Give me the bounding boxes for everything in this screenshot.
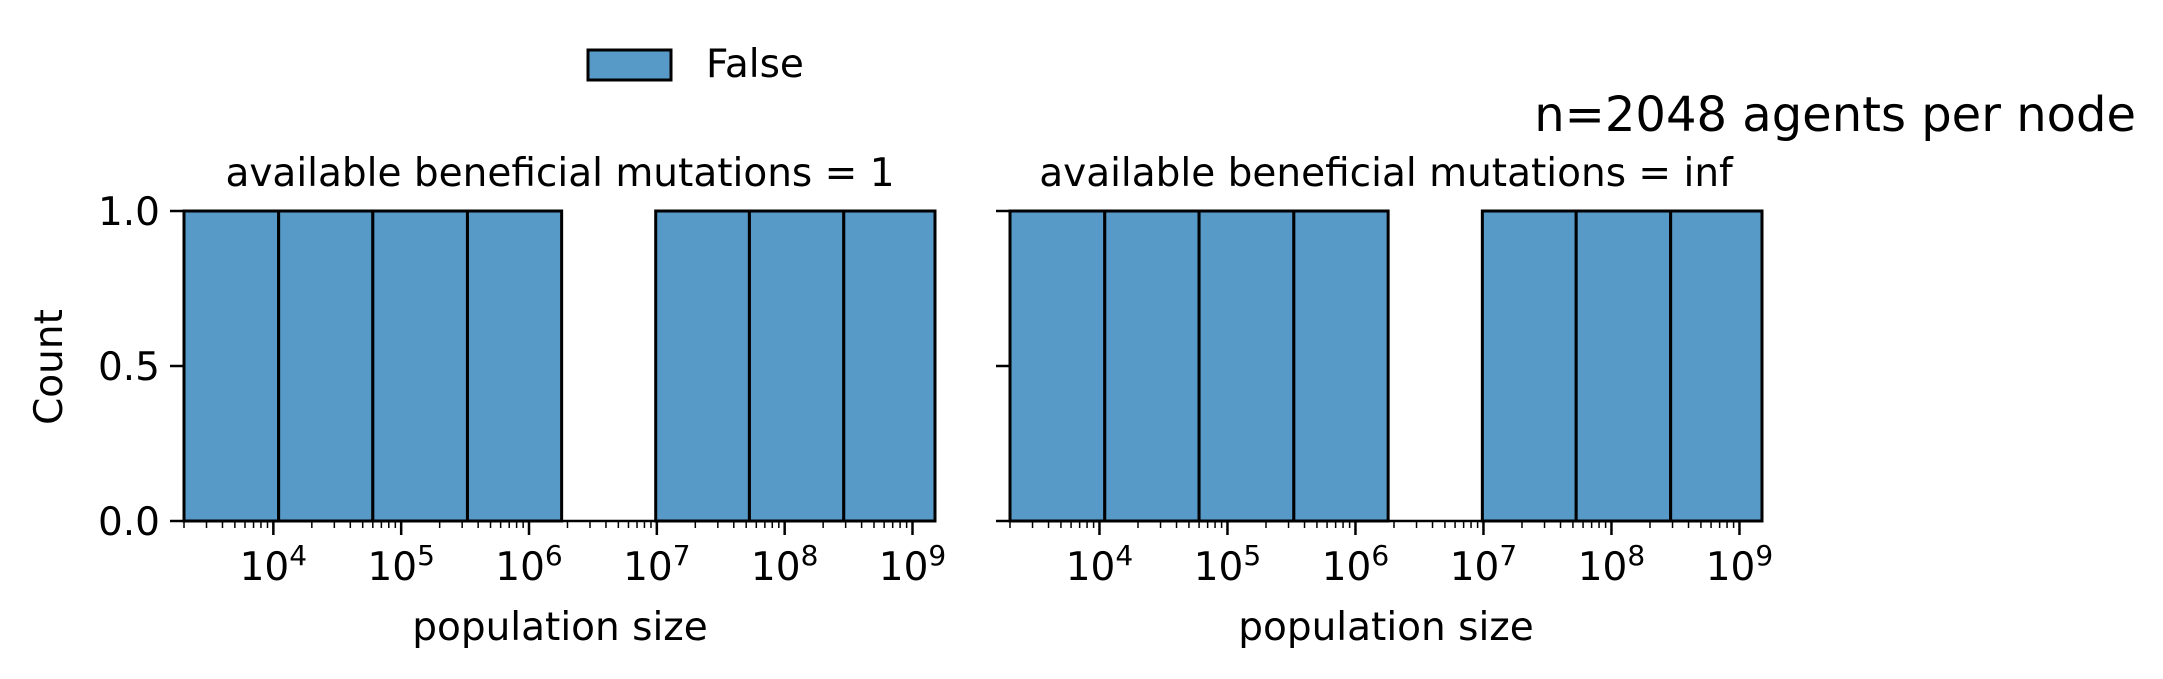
legend-label-false: False [706,42,804,87]
x-tick-label: 108 [1578,539,1645,590]
x-tick-label: 106 [495,539,562,590]
histogram-bar [1103,209,1201,523]
x-tick-label: 109 [879,539,946,590]
x-tick-label: 108 [751,539,818,590]
y-tick-label: 0.5 [98,345,160,390]
x-axis-label: population size [1238,605,1534,650]
panel-beneficial-mutations-inf: available beneficial mutations = inf 104… [996,151,1773,650]
x-axis: 104 105 106 107 108 109 [183,519,946,590]
histogram-bar [747,209,846,523]
x-axis: 104 105 106 107 108 109 [1009,519,1773,590]
legend: False [586,42,804,87]
legend-swatch-false [586,48,673,82]
x-tick-label: 104 [1066,539,1133,590]
histogram-bars [1008,209,1764,523]
y-axis-label: Count [27,309,72,425]
histogram-bar [182,209,281,523]
figure-suptitle: n=2048 agents per node [1534,87,2136,143]
histogram-bar [1480,209,1578,523]
panel-beneficial-mutations-1: available beneficial mutations = 1 0.00.… [27,151,946,650]
x-tick-label: 104 [240,539,307,590]
histogram-bar [371,209,469,523]
x-tick-label: 107 [623,539,690,590]
histogram-bar [277,209,375,523]
histogram-bar [1669,209,1764,523]
y-tick-label: 0.0 [98,500,160,545]
panel-title: available beneficial mutations = 1 [225,151,894,196]
y-tick-label: 1.0 [98,190,160,235]
x-tick-label: 109 [1706,539,1773,590]
x-tick-label: 106 [1322,539,1389,590]
histogram-bar [654,209,751,523]
x-axis-label: population size [412,605,708,650]
x-tick-label: 107 [1450,539,1517,590]
panel-title: available beneficial mutations = inf [1039,151,1734,196]
histogram-bar [465,209,564,523]
histogram-bar [1574,209,1673,523]
histogram-bar [1197,209,1296,523]
histogram-bar [1008,209,1107,523]
histogram-bar [842,209,937,523]
histogram-bar [1292,209,1390,523]
y-axis [996,209,1012,523]
x-tick-label: 105 [1194,539,1261,590]
y-axis: 0.0 0.5 1.0 [98,190,186,545]
x-tick-label: 105 [367,539,434,590]
histogram-bars [182,209,937,523]
